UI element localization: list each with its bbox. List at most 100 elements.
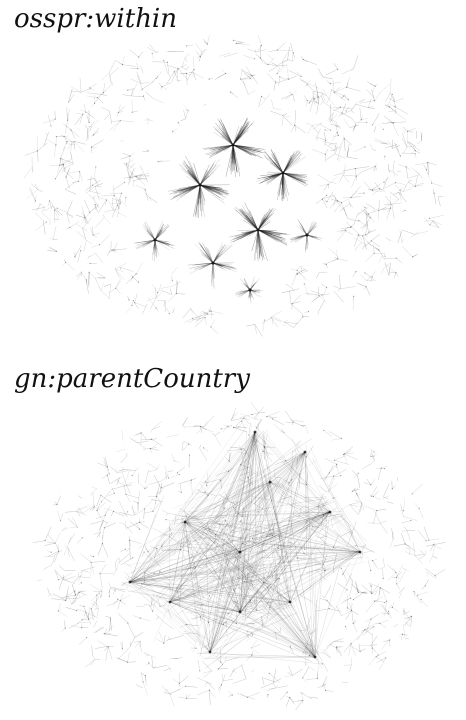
graph-node (292, 303, 293, 304)
graph-edge (85, 185, 93, 191)
graph-edge (286, 284, 295, 290)
graph-edge (89, 272, 97, 279)
graph-edge (390, 79, 391, 93)
graph-edge (359, 220, 367, 227)
graph-edge (274, 82, 276, 91)
graph-edge (282, 290, 295, 293)
graph-node (35, 201, 36, 202)
graph-edge (380, 620, 389, 623)
graph-node (66, 141, 67, 142)
graph-edge (350, 502, 359, 504)
graph-node (69, 227, 70, 228)
graph-node (95, 166, 96, 167)
graph-edge (174, 72, 179, 83)
graph-edge (396, 258, 401, 262)
graph-edge (387, 122, 395, 123)
panel-title: gn:parentCountry (14, 366, 250, 392)
graph-node (297, 274, 298, 275)
graph-edge (386, 238, 391, 241)
graph-edge (362, 241, 371, 249)
graph-edge (95, 646, 108, 648)
graph-edge (425, 550, 426, 555)
graph-edge (191, 478, 196, 480)
graph-node (413, 591, 414, 592)
graph-node (351, 643, 352, 644)
graph-node (198, 183, 201, 186)
graph-node (374, 451, 375, 452)
graph-edge (334, 198, 336, 205)
graph-edge (200, 159, 220, 185)
graph-edge (170, 475, 179, 479)
graph-edge (167, 665, 171, 672)
graph-edge (116, 281, 121, 289)
graph-edge (110, 61, 115, 72)
graph-node (93, 134, 94, 135)
graph-edge (413, 255, 417, 257)
graph-edge (164, 692, 171, 694)
graph-edge (135, 294, 137, 303)
graph-edge (162, 87, 167, 90)
graph-edge (167, 435, 180, 438)
graph-edge (128, 177, 130, 185)
graph-edge (373, 244, 374, 253)
graph-node (55, 543, 56, 544)
graph-node (121, 193, 122, 194)
graph-node (370, 217, 371, 218)
graph-edge (273, 419, 285, 425)
graph-edge (95, 183, 103, 186)
graph-node (347, 607, 348, 608)
graph-edge (131, 636, 136, 647)
graph-edge (202, 49, 207, 52)
graph-edge (127, 552, 240, 565)
graph-edge (334, 639, 343, 642)
graph-edge (198, 660, 200, 671)
graph-edge (152, 439, 163, 446)
graph-edge (97, 609, 98, 617)
graph-edge (161, 483, 162, 488)
graph-edge (368, 560, 371, 570)
graph-edge (159, 83, 162, 87)
graph-edge (412, 484, 422, 494)
graph-edge (383, 178, 388, 190)
graph-edge (168, 471, 173, 472)
graph-edge (114, 249, 127, 250)
graph-edge (118, 469, 124, 471)
graph-edge (367, 523, 380, 524)
graph-node (304, 283, 305, 284)
graph-node (302, 316, 303, 317)
network-graph-gn-parentcountry (0, 402, 466, 720)
graph-edge (171, 282, 180, 287)
graph-edge (153, 666, 167, 669)
graph-edge (93, 493, 94, 507)
graph-node (405, 210, 406, 211)
graph-edge (97, 196, 107, 200)
graph-edge (372, 648, 373, 655)
graph-edge (357, 630, 365, 641)
graph-node (107, 466, 108, 467)
graph-node (240, 78, 241, 79)
graph-node (426, 169, 427, 170)
graph-edge (145, 511, 153, 513)
graph-edge (368, 214, 374, 222)
graph-edge (172, 276, 173, 281)
graph-edge (211, 320, 215, 327)
graph-edge (342, 69, 354, 75)
graph-edge (341, 611, 351, 617)
graph-edge (318, 687, 323, 688)
graph-edge (230, 668, 235, 677)
graph-edge (381, 466, 387, 468)
graph-node (279, 76, 280, 77)
graph-edge (399, 589, 402, 598)
graph-edge (421, 551, 424, 554)
graph-node (104, 527, 105, 528)
graph-edge (130, 548, 131, 560)
graph-edge (315, 137, 317, 140)
graph-edge (303, 667, 309, 678)
graph-node (139, 522, 140, 523)
graph-edge (373, 561, 378, 569)
graph-node (256, 228, 259, 231)
graph-edge (68, 519, 78, 528)
graph-node (358, 473, 359, 474)
graph-edge (311, 296, 319, 303)
graph-edge (147, 120, 149, 125)
